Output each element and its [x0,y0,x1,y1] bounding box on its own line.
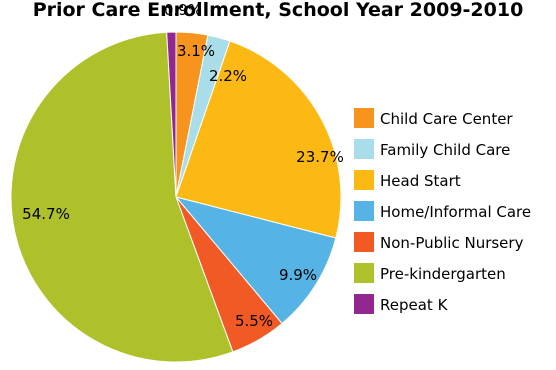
legend-swatch [354,263,374,283]
legend-label: Family Child Care [380,141,510,159]
slice-value-label: 2.2% [209,67,247,85]
pie-slice-home-informal-care [174,196,337,325]
legend-label: Pre-kindergarten [380,265,506,283]
legend-label: Child Care Center [380,110,513,128]
legend-label: Home/Informal Care [380,203,531,221]
slice-value-label: 9.9% [279,266,317,284]
legend-label: Non-Public Nursery [380,234,524,252]
pie-slice-head-start [175,40,342,239]
pie-slice-pre-kindergarten [10,31,234,363]
legend-swatch [354,201,374,221]
legend-swatch [354,232,374,252]
pie-slices [10,31,342,363]
slice-value-label: 23.7% [296,148,344,166]
legend-swatch [354,108,374,128]
slice-value-label: 3.1% [177,42,215,60]
legend-label: Repeat K [380,296,449,314]
pie-slice-repeat-k [166,31,177,198]
legend-swatch [354,294,374,314]
slice-value-label: 0.9% [164,1,202,19]
legend-swatch [354,170,374,190]
chart-title: Prior Care Enrollment, School Year 2009-… [33,0,524,21]
slice-value-label: 5.5% [235,312,273,330]
pie-labels: 3.1% 2.2% 23.7% 9.9% 5.5% 54.7% 0.9% [22,1,344,330]
slice-value-label: 54.7% [22,205,70,223]
legend-label: Head Start [380,172,461,190]
legend-swatch [354,139,374,159]
legend: Child Care Center Family Child Care Head S… [354,108,531,314]
